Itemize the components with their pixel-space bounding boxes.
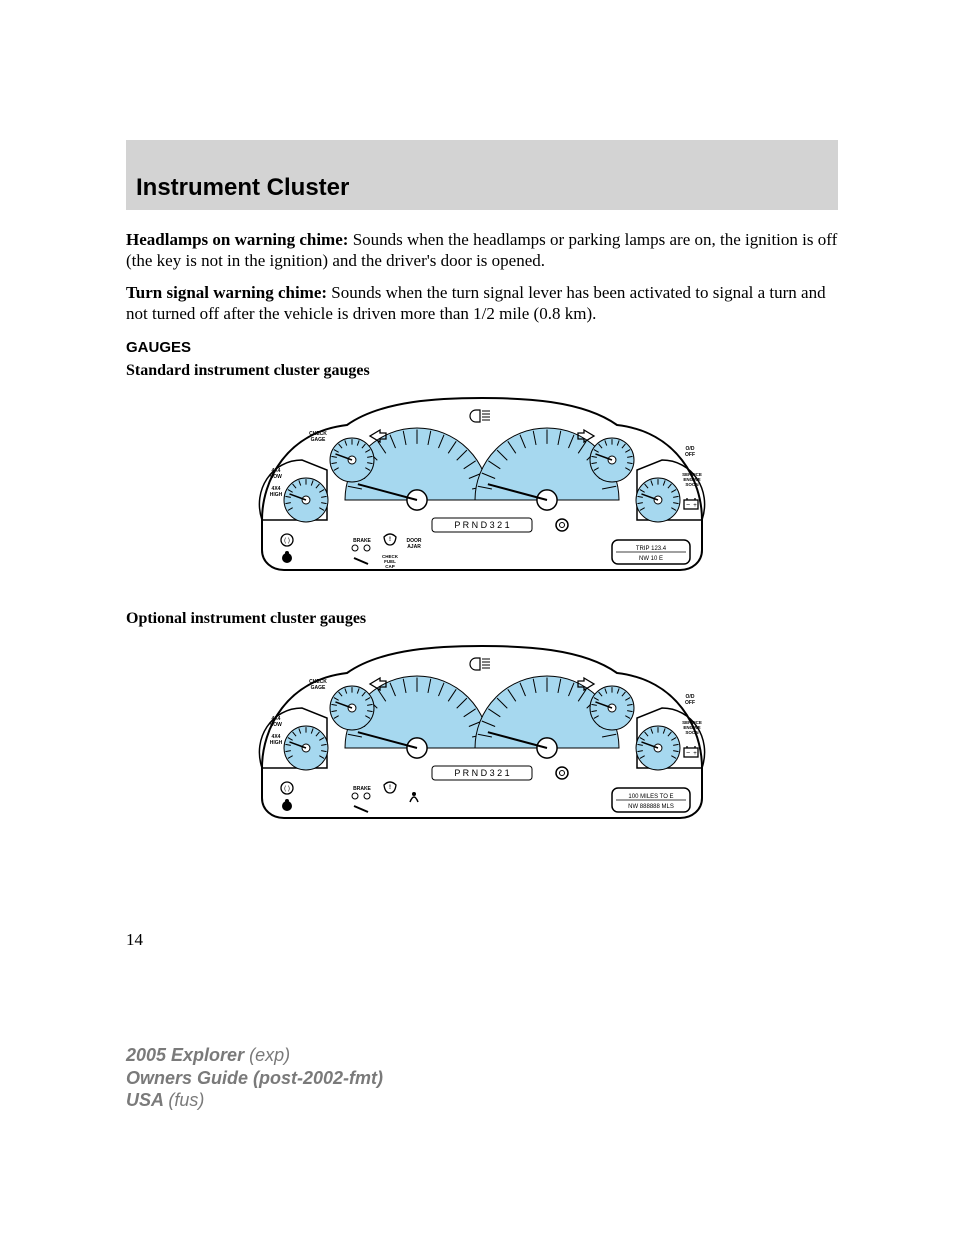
svg-text:NW 888888 MLS: NW 888888 MLS xyxy=(628,804,674,810)
svg-text:−: − xyxy=(686,750,690,757)
footer-region: USA xyxy=(126,1090,168,1110)
svg-text:TRIP 123.4: TRIP 123.4 xyxy=(636,546,667,552)
svg-text:HIGH: HIGH xyxy=(270,740,283,746)
svg-text:OFF: OFF xyxy=(685,452,695,458)
page-number: 14 xyxy=(126,930,143,950)
paragraph-headlamps-lead: Headlamps on warning chime: xyxy=(126,230,348,249)
footer-line-2: Owners Guide (post-2002-fmt) xyxy=(126,1067,383,1090)
svg-text:!: ! xyxy=(389,785,391,791)
section-title: Instrument Cluster xyxy=(136,174,349,202)
svg-text:100 MILES TO E: 100 MILES TO E xyxy=(628,794,673,800)
svg-text:BRAKE: BRAKE xyxy=(353,786,371,792)
standard-gauges-label: Standard instrument cluster gauges xyxy=(126,362,838,380)
svg-text:OFF: OFF xyxy=(685,700,695,706)
paragraph-turnsignal-lead: Turn signal warning chime: xyxy=(126,283,327,302)
svg-text:−: − xyxy=(686,502,690,509)
svg-text:( ): ( ) xyxy=(284,538,290,544)
svg-text:GAGE: GAGE xyxy=(311,685,326,691)
paragraph-headlamps: Headlamps on warning chime: Sounds when … xyxy=(126,230,838,271)
optional-gauges-label: Optional instrument cluster gauges xyxy=(126,610,838,628)
page: Instrument Cluster Headlamps on warning … xyxy=(0,0,954,1235)
svg-text:( ): ( ) xyxy=(284,786,290,792)
footer-guide: Owners Guide (post-2002-fmt) xyxy=(126,1068,383,1088)
svg-text:AJAR: AJAR xyxy=(407,544,421,550)
svg-text:LOW: LOW xyxy=(270,474,282,480)
section-header-bar: Instrument Cluster xyxy=(126,140,838,210)
footer-model: 2005 Explorer xyxy=(126,1045,249,1065)
footer-region-code: (fus) xyxy=(168,1090,204,1110)
svg-text:CAP: CAP xyxy=(385,564,395,569)
svg-text:GAGE: GAGE xyxy=(311,437,326,443)
svg-text:P R N D 3 2 1: P R N D 3 2 1 xyxy=(454,520,509,530)
paragraph-turnsignal: Turn signal warning chime: Sounds when t… xyxy=(126,283,838,324)
footer-model-code: (exp) xyxy=(249,1045,290,1065)
svg-text:HIGH: HIGH xyxy=(270,492,283,498)
standard-cluster-diagram: CHECKGAGE4X4LOW4X4HIGHO/DOFFSERVICEENGIN… xyxy=(232,390,732,590)
svg-text:BRAKE: BRAKE xyxy=(353,538,371,544)
footer-line-3: USA (fus) xyxy=(126,1089,383,1112)
svg-text:SOON: SOON xyxy=(685,730,698,735)
footer-block: 2005 Explorer (exp) Owners Guide (post-2… xyxy=(126,1044,383,1112)
svg-text:+: + xyxy=(693,503,697,509)
footer-line-1: 2005 Explorer (exp) xyxy=(126,1044,383,1067)
gauges-heading: GAUGES xyxy=(126,339,838,356)
svg-text:P R N D 3 2 1: P R N D 3 2 1 xyxy=(454,768,509,778)
svg-text:+: + xyxy=(693,751,697,757)
svg-text:LOW: LOW xyxy=(270,722,282,728)
svg-text:!: ! xyxy=(389,537,391,543)
optional-cluster-diagram: CHECKGAGE4X4LOW4X4HIGHO/DOFFSERVICEENGIN… xyxy=(232,638,732,838)
svg-text:NW 10 E: NW 10 E xyxy=(639,556,663,562)
svg-text:SOON: SOON xyxy=(685,482,698,487)
